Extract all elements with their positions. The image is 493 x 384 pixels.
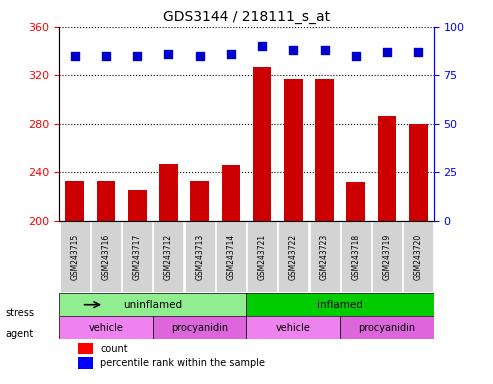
Text: GSM243719: GSM243719 <box>383 234 391 280</box>
Text: procyanidin: procyanidin <box>171 323 228 333</box>
FancyBboxPatch shape <box>341 221 371 293</box>
Text: GSM243718: GSM243718 <box>352 234 360 280</box>
Text: GSM243717: GSM243717 <box>133 234 141 280</box>
Text: GSM243722: GSM243722 <box>289 234 298 280</box>
Bar <box>78 358 93 369</box>
Text: GSM243712: GSM243712 <box>164 234 173 280</box>
Point <box>258 43 266 49</box>
FancyBboxPatch shape <box>372 221 402 293</box>
Text: agent: agent <box>5 329 33 339</box>
Text: GSM243716: GSM243716 <box>102 234 110 280</box>
Point <box>320 47 328 53</box>
Bar <box>59 293 246 316</box>
Text: percentile rank within the sample: percentile rank within the sample <box>101 359 265 369</box>
Point <box>165 51 173 57</box>
FancyBboxPatch shape <box>153 221 183 293</box>
Title: GDS3144 / 218111_s_at: GDS3144 / 218111_s_at <box>163 10 330 25</box>
Bar <box>284 79 303 384</box>
Bar <box>253 67 272 384</box>
Bar <box>159 164 178 384</box>
Text: inflamed: inflamed <box>317 300 363 310</box>
Bar <box>78 343 93 354</box>
Text: GSM243721: GSM243721 <box>258 234 267 280</box>
Text: GSM243720: GSM243720 <box>414 234 423 280</box>
Bar <box>190 180 209 384</box>
Bar <box>378 116 396 384</box>
Point <box>196 53 204 59</box>
Point <box>227 51 235 57</box>
FancyBboxPatch shape <box>247 221 277 293</box>
Bar <box>340 316 434 339</box>
Text: GSM243723: GSM243723 <box>320 234 329 280</box>
FancyBboxPatch shape <box>60 221 90 293</box>
Text: stress: stress <box>5 308 34 318</box>
Point <box>133 53 141 59</box>
FancyBboxPatch shape <box>216 221 246 293</box>
Bar <box>409 124 427 384</box>
Bar <box>59 316 153 339</box>
Text: GSM243713: GSM243713 <box>195 234 204 280</box>
Point <box>383 49 391 55</box>
FancyBboxPatch shape <box>122 221 152 293</box>
Text: vehicle: vehicle <box>276 323 311 333</box>
Bar <box>246 316 340 339</box>
FancyBboxPatch shape <box>403 221 433 293</box>
Bar <box>128 190 146 384</box>
Bar <box>347 182 365 384</box>
FancyBboxPatch shape <box>185 221 214 293</box>
Point <box>289 47 297 53</box>
Bar <box>315 79 334 384</box>
Text: vehicle: vehicle <box>89 323 123 333</box>
Bar <box>221 165 240 384</box>
Bar <box>97 180 115 384</box>
Text: GSM243714: GSM243714 <box>226 234 235 280</box>
Point <box>352 53 360 59</box>
Text: uninflamed: uninflamed <box>123 300 182 310</box>
Bar <box>246 293 434 316</box>
Text: count: count <box>101 344 128 354</box>
FancyBboxPatch shape <box>91 221 121 293</box>
Text: GSM243715: GSM243715 <box>70 234 79 280</box>
Text: procyanidin: procyanidin <box>358 323 416 333</box>
Point <box>414 49 422 55</box>
FancyBboxPatch shape <box>310 221 340 293</box>
Point <box>102 53 110 59</box>
Bar <box>153 316 246 339</box>
FancyBboxPatch shape <box>279 221 308 293</box>
Point <box>71 53 79 59</box>
Bar <box>66 180 84 384</box>
